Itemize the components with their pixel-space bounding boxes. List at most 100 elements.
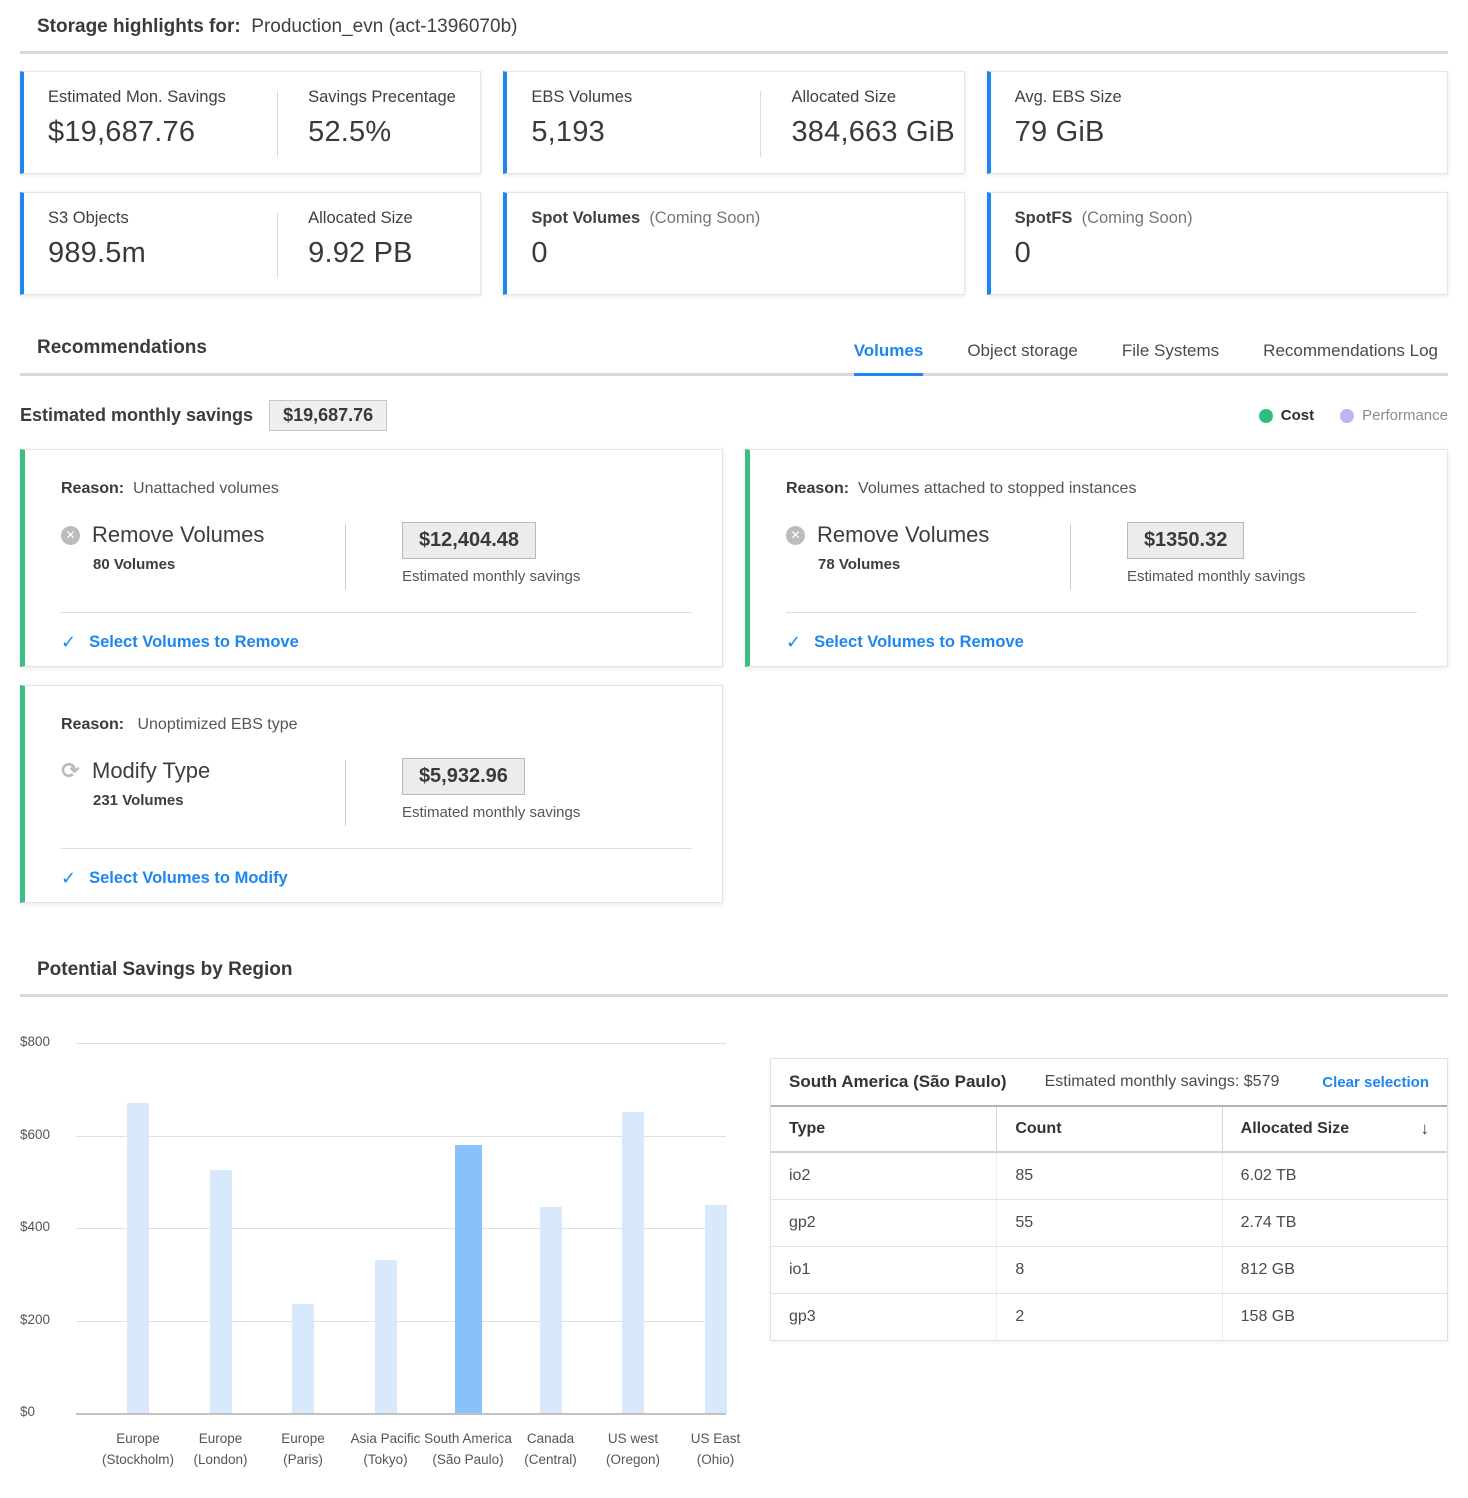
y-axis-tick-label: $800: [20, 1034, 51, 1049]
page-title-value: Production_evn (act-1396070b): [251, 16, 518, 37]
x-axis-label-line: Canada: [526, 1431, 575, 1446]
card-ebs-volumes: EBS Volumes 5,193 Allocated Size 384,663…: [503, 71, 965, 174]
action-count: 231 Volumes: [93, 792, 184, 809]
x-axis-label: Canada (Central): [496, 1429, 606, 1471]
table-row: io1 8 812 GB: [771, 1246, 1447, 1293]
reason-text: Unoptimized EBS type: [137, 716, 298, 733]
table-column-headers: Type Count Allocated Size ↓: [771, 1107, 1447, 1151]
card-spot-volumes: Spot Volumes (Coming Soon) 0: [503, 192, 965, 295]
gridline: [76, 1413, 726, 1415]
stat-label-suffix: (Coming Soon): [649, 209, 761, 227]
stat-label: S3 Objects: [48, 209, 129, 227]
action-title: Remove Volumes: [817, 522, 990, 547]
bar-south-america-s-o-paulo-[interactable]: [454, 1145, 482, 1413]
vertical-divider: [344, 524, 346, 590]
tabs: Volumes Object storage File Systems Reco…: [853, 341, 1448, 376]
region-detail-table: South America (São Paulo) Estimated mont…: [770, 1058, 1448, 1341]
table-savings-text: Estimated monthly savings: $579: [1044, 1073, 1280, 1090]
action-row: ✕ Remove Volumes: [61, 522, 345, 548]
reason-line: Reason: Unattached volumes: [61, 480, 692, 498]
rec-action: ✕ Remove Volumes 78 Volumes: [786, 522, 1070, 573]
stat-divider: [277, 211, 279, 278]
tab-recommendations-log[interactable]: Recommendations Log: [1263, 341, 1438, 360]
table-row: gp3 2 158 GB: [771, 1293, 1447, 1340]
select-volumes-to-modify-link[interactable]: ✓ Select Volumes to Modify: [61, 868, 692, 889]
stat-divider: [277, 90, 279, 157]
x-axis-label: US west (Oregon): [578, 1429, 688, 1471]
check-icon: ✓: [61, 868, 77, 888]
reason-label: Reason:: [61, 716, 125, 733]
stat-spot-volumes: Spot Volumes (Coming Soon) 0: [531, 209, 963, 280]
tab-file-systems[interactable]: File Systems: [1121, 341, 1220, 360]
select-volumes-to-remove-link[interactable]: ✓ Select Volumes to Remove: [786, 632, 1417, 653]
bar-us-west-oregon-[interactable]: [622, 1112, 644, 1413]
action-row: ⟳ Modify Type: [61, 758, 345, 784]
legend-label: Performance: [1362, 407, 1448, 424]
x-axis-label-line: Asia Pacific: [350, 1431, 421, 1446]
column-allocated-size[interactable]: Allocated Size ↓: [1221, 1107, 1447, 1151]
region-content: $0 $200 $400 $600 $800 Europe (Stockholm) Europ…: [20, 1033, 1448, 1485]
card-divider: [786, 612, 1417, 613]
gridline: [76, 1320, 726, 1322]
stat-value: 52.5%: [308, 116, 392, 148]
cell-allocated-size: 158 GB: [1221, 1294, 1447, 1340]
select-volumes-to-remove-link[interactable]: ✓ Select Volumes to Remove: [61, 632, 692, 653]
x-axis-label: US East (Ohio): [661, 1429, 771, 1471]
stat-label-text: SpotFS: [1014, 209, 1073, 227]
clear-selection-link[interactable]: Clear selection: [1322, 1073, 1429, 1091]
table-divider: [771, 1105, 1447, 1107]
stat-label: Savings Precentage: [308, 88, 456, 106]
reason-text: Unattached volumes: [133, 480, 279, 497]
column-type: Type: [789, 1120, 826, 1137]
stat-divider: [760, 90, 762, 157]
gridline: [76, 1228, 726, 1229]
action-title: Remove Volumes: [92, 522, 265, 547]
stat-savings-percentage: Savings Precentage 52.5%: [278, 88, 480, 159]
header-divider: [20, 51, 1448, 54]
estimated-monthly-savings-label: Estimated monthly savings: [20, 405, 254, 425]
bar-canada-central-[interactable]: [539, 1207, 562, 1413]
card-divider: [61, 612, 692, 613]
bar-us-east-ohio-[interactable]: [704, 1204, 727, 1413]
vertical-divider: [344, 760, 346, 826]
rec-savings: $5,932.96 Estimated monthly savings: [346, 758, 692, 821]
stat-value: 79 GiB: [1014, 116, 1105, 148]
rec-main: ✕ Remove Volumes 78 Volumes $1350.32 Est…: [786, 522, 1417, 590]
table-header: South America (São Paulo) Estimated mont…: [771, 1059, 1447, 1105]
bar-europe-stockholm-[interactable]: [127, 1103, 149, 1413]
bar-europe-london-[interactable]: [209, 1170, 232, 1413]
stat-label: Avg. EBS Size: [1014, 88, 1122, 106]
recommendations-heading: Recommendations: [37, 337, 207, 358]
x-axis-label: Europe (London): [166, 1429, 276, 1471]
rec-action: ✕ Remove Volumes 80 Volumes: [61, 522, 345, 573]
action-row: ✕ Remove Volumes: [786, 522, 1070, 548]
check-icon: ✓: [786, 632, 802, 652]
stat-value: $19,687.76: [48, 116, 196, 148]
reason-label: Reason:: [786, 480, 850, 497]
sort-descending-icon[interactable]: ↓: [1420, 1119, 1429, 1138]
action-title: Modify Type: [92, 758, 211, 783]
reason-label: Reason:: [61, 480, 125, 497]
highlight-cards-grid: Estimated Mon. Savings $19,687.76 Saving…: [20, 71, 1448, 295]
x-axis-label-line: US west: [607, 1431, 659, 1446]
table-row: gp2 55 2.74 TB: [771, 1199, 1447, 1246]
table-body: io2 85 6.02 TB gp2 55 2.74 TB io1 8 812 GB gp3 2 15…: [771, 1153, 1447, 1340]
rec-card-stopped-instances: Reason: Volumes attached to stopped inst…: [745, 449, 1448, 667]
bar-asia-pacific-tokyo-[interactable]: [374, 1260, 397, 1413]
cell-count: 85: [996, 1153, 1221, 1199]
cost-dot-icon: [1258, 408, 1273, 423]
cell-count: 2: [996, 1294, 1221, 1340]
x-axis-label-line: (Paris): [283, 1451, 323, 1467]
bar-europe-paris-[interactable]: [292, 1304, 314, 1413]
reason-line: Reason: Volumes attached to stopped inst…: [786, 480, 1417, 498]
link-label: Select Volumes to Modify: [89, 869, 288, 887]
savings-summary-row: Estimated monthly savings $19,687.76 Cos…: [20, 400, 1448, 431]
tab-object-storage[interactable]: Object storage: [967, 341, 1078, 360]
legend-item-performance: Performance: [1340, 407, 1448, 424]
remove-icon: ✕: [61, 525, 80, 545]
tab-volumes[interactable]: Volumes: [853, 341, 924, 376]
x-axis-label-line: Europe: [198, 1431, 243, 1446]
y-axis-tick-label: $0: [20, 1404, 36, 1419]
region-heading: Potential Savings by Region: [37, 959, 293, 980]
performance-dot-icon: [1340, 408, 1355, 423]
